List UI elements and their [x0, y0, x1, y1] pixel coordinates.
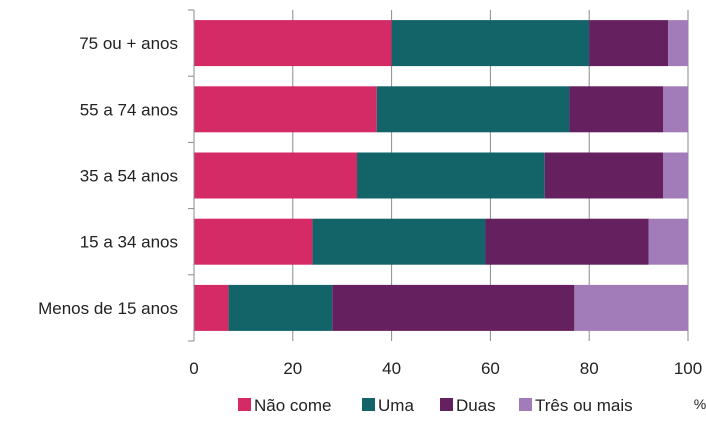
legend-label: Duas [456, 396, 496, 415]
bar-3-1 [663, 86, 688, 133]
bar-3-2 [663, 152, 688, 199]
tick-labels: 0 20 40 60 80 100 [189, 359, 702, 378]
bar-1-0 [391, 20, 590, 67]
bar-1-3 [312, 218, 486, 265]
bar-0-3 [194, 218, 313, 265]
bar-2-0 [589, 20, 669, 67]
category-label: 15 a 34 anos [80, 233, 178, 252]
bar-2-2 [544, 152, 664, 199]
axes [188, 9, 195, 342]
category-label: 75 ou + anos [79, 34, 178, 53]
bars [194, 20, 688, 331]
legend-swatch [238, 398, 251, 411]
bar-0-4 [194, 284, 229, 331]
bar-3-0 [668, 20, 688, 67]
tick-label-40: 40 [382, 359, 401, 378]
bar-1-1 [376, 86, 570, 133]
tick-label-60: 60 [481, 359, 500, 378]
bar-2-3 [485, 218, 649, 265]
legend-swatch [519, 398, 532, 411]
bar-3-4 [574, 284, 688, 331]
x-unit-label: % [694, 396, 706, 412]
legend-label: Três ou mais [535, 396, 633, 415]
bar-0-0 [194, 20, 392, 67]
tick-label-80: 80 [580, 359, 599, 378]
bar-1-4 [228, 284, 333, 331]
bar-3-3 [648, 218, 688, 265]
category-labels: 75 ou + anos 55 a 74 anos 35 a 54 anos 15 a… [38, 34, 178, 318]
bar-0-2 [194, 152, 358, 199]
legend: Não come Uma Duas Três ou mais [238, 396, 633, 415]
tick-label-100: 100 [674, 359, 702, 378]
legend-label: Não come [254, 396, 331, 415]
legend-swatch [362, 398, 375, 411]
category-label: 35 a 54 anos [80, 167, 178, 186]
tick-label-0: 0 [189, 359, 198, 378]
legend-label: Uma [378, 396, 414, 415]
tick-label-20: 20 [283, 359, 302, 378]
bar-1-2 [357, 152, 545, 199]
legend-swatch [440, 398, 453, 411]
category-label: Menos de 15 anos [38, 299, 178, 318]
bar-2-4 [332, 284, 575, 331]
bar-0-1 [194, 86, 377, 133]
bar-2-1 [569, 86, 664, 133]
category-label: 55 a 74 anos [80, 100, 178, 119]
